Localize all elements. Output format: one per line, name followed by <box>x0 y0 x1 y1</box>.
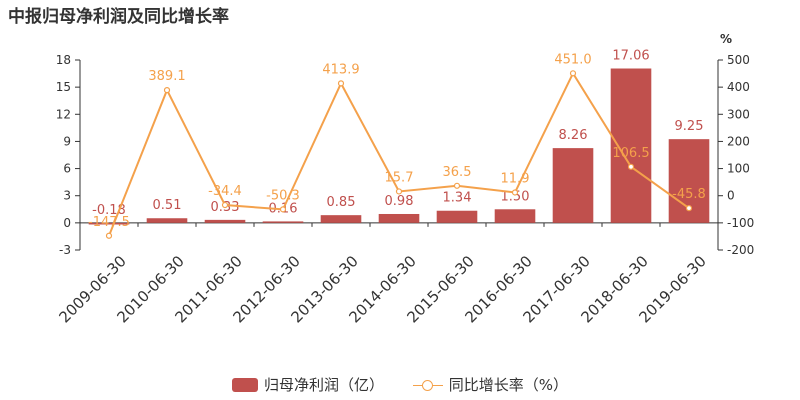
line-point <box>279 206 287 213</box>
y-right-tick-label: 100 <box>727 162 750 176</box>
y-left-tick-label: 6 <box>63 162 71 176</box>
line-point <box>221 201 229 209</box>
y-right-tick-label: 0 <box>727 189 735 203</box>
bar <box>552 148 594 223</box>
line-point <box>627 163 635 170</box>
bar-data-label: 1.50 <box>501 189 530 204</box>
y-right-unit-label: % <box>720 32 732 46</box>
bar-data-label: 1.34 <box>443 191 472 206</box>
y-left-tick-label: 18 <box>56 53 71 67</box>
line-point <box>453 182 461 189</box>
legend-label-line: 同比增长率（%） <box>448 376 569 394</box>
y-left-tick-label: 3 <box>63 189 71 203</box>
line-data-label: 11.9 <box>501 171 530 186</box>
line-data-label: -50.3 <box>266 188 300 203</box>
line-data-label: 36.5 <box>443 165 472 180</box>
line-data-label: -147.5 <box>88 215 130 230</box>
y-right-tick-label: 500 <box>727 53 750 67</box>
legend-item-bar[interactable]: 归母净利润（亿） <box>231 374 384 395</box>
bar <box>262 221 304 223</box>
growth-rate-line <box>108 71 690 237</box>
legend-label-bar: 归母净利润（亿） <box>263 376 384 394</box>
line-point <box>569 70 577 77</box>
line-data-label: -45.8 <box>672 187 706 202</box>
legend-swatch-bar <box>231 377 258 392</box>
y-right-tick-label: 400 <box>727 80 750 94</box>
chart-title: 中报归母净利润及同比增长率 <box>8 7 229 27</box>
bar-data-label: 0.98 <box>385 194 414 209</box>
bar <box>378 213 420 223</box>
y-left-tick-label: 15 <box>56 80 71 94</box>
line-point <box>105 232 113 239</box>
bar <box>88 222 130 225</box>
bar <box>146 218 188 223</box>
line-data-label: 389.1 <box>148 69 185 84</box>
bar <box>436 210 478 223</box>
y-left-tick-label: 0 <box>63 216 71 230</box>
line-data-label: 451.0 <box>554 52 591 67</box>
bar-data-label: 9.25 <box>675 119 704 134</box>
y-right-tick-label: -100 <box>727 216 754 230</box>
y-left-tick-label: 12 <box>56 107 71 121</box>
y-right-tick-label: 300 <box>727 107 750 121</box>
bar <box>320 215 362 223</box>
line-data-label: 106.5 <box>612 146 649 161</box>
y-left-tick-label: 9 <box>63 134 71 148</box>
bar-data-label: 0.51 <box>153 198 182 213</box>
line-data-label: 413.9 <box>322 62 359 77</box>
line-data-label: 15.7 <box>385 170 414 185</box>
bar-data-label: 17.06 <box>612 49 649 64</box>
line-data-label: -34.4 <box>208 184 242 199</box>
legend-item-line[interactable]: 同比增长率（%） <box>412 374 569 395</box>
legend: 归母净利润（亿） 同比增长率（%） <box>0 374 800 396</box>
line-point <box>163 87 171 94</box>
bar-data-label: 0.85 <box>327 195 356 210</box>
legend-swatch-line <box>412 378 443 392</box>
y-left-tick-label: -3 <box>59 243 71 257</box>
line-point <box>685 205 693 212</box>
bar <box>494 209 536 223</box>
bar-data-label: 8.26 <box>559 128 588 143</box>
line-point <box>395 188 403 195</box>
y-right-tick-label: 200 <box>727 134 750 148</box>
line-point <box>337 80 345 87</box>
y-right-tick-label: -200 <box>727 243 754 257</box>
bar <box>204 219 246 223</box>
line-point <box>511 189 519 196</box>
